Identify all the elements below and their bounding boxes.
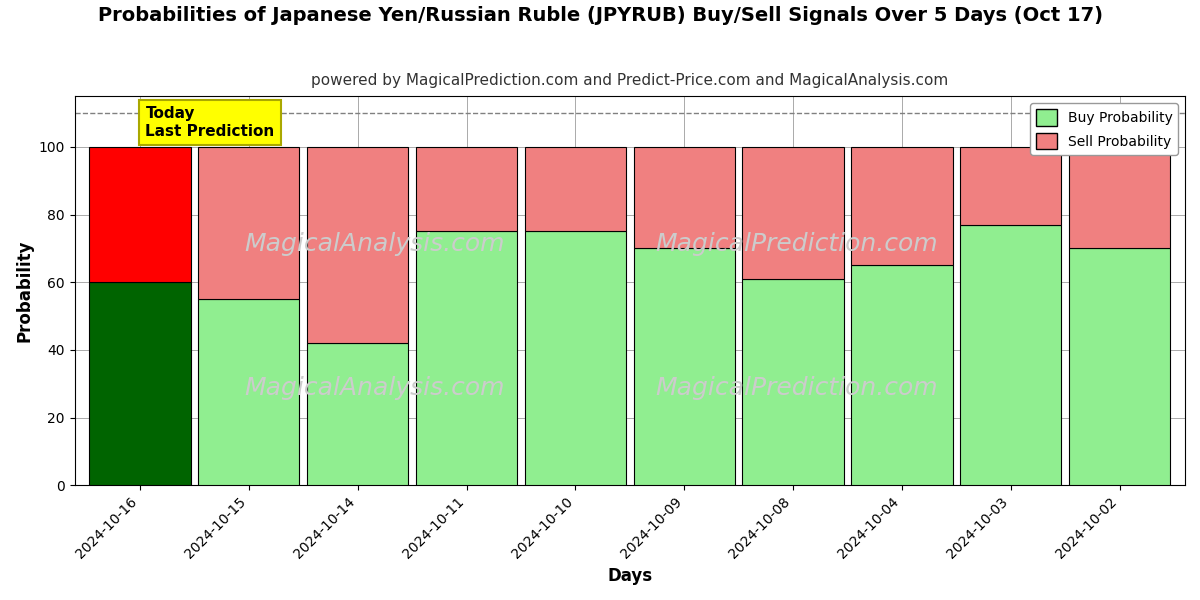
Text: MagicalPrediction.com: MagicalPrediction.com <box>655 376 937 400</box>
Text: MagicalAnalysis.com: MagicalAnalysis.com <box>244 232 505 256</box>
Text: Today
Last Prediction: Today Last Prediction <box>145 106 275 139</box>
X-axis label: Days: Days <box>607 567 653 585</box>
Bar <box>307 343 408 485</box>
Y-axis label: Probability: Probability <box>16 239 34 342</box>
Title: powered by MagicalPrediction.com and Predict-Price.com and MagicalAnalysis.com: powered by MagicalPrediction.com and Pre… <box>311 73 948 88</box>
Bar <box>416 232 517 485</box>
Text: MagicalAnalysis.com: MagicalAnalysis.com <box>244 376 505 400</box>
Bar <box>960 224 1062 485</box>
Bar <box>198 147 300 299</box>
Bar <box>89 282 191 485</box>
Bar <box>634 147 734 248</box>
Bar <box>960 147 1062 224</box>
Bar <box>743 279 844 485</box>
Text: Probabilities of Japanese Yen/Russian Ruble (JPYRUB) Buy/Sell Signals Over 5 Day: Probabilities of Japanese Yen/Russian Ru… <box>97 6 1103 25</box>
Bar <box>198 299 300 485</box>
Bar <box>743 147 844 279</box>
Bar <box>851 147 953 265</box>
Bar <box>1069 147 1170 248</box>
Bar <box>1069 248 1170 485</box>
Bar <box>851 265 953 485</box>
Bar <box>416 147 517 232</box>
Bar <box>524 232 626 485</box>
Bar <box>89 147 191 282</box>
Bar <box>307 147 408 343</box>
Bar <box>634 248 734 485</box>
Bar <box>524 147 626 232</box>
Text: MagicalPrediction.com: MagicalPrediction.com <box>655 232 937 256</box>
Legend: Buy Probability, Sell Probability: Buy Probability, Sell Probability <box>1030 103 1178 155</box>
